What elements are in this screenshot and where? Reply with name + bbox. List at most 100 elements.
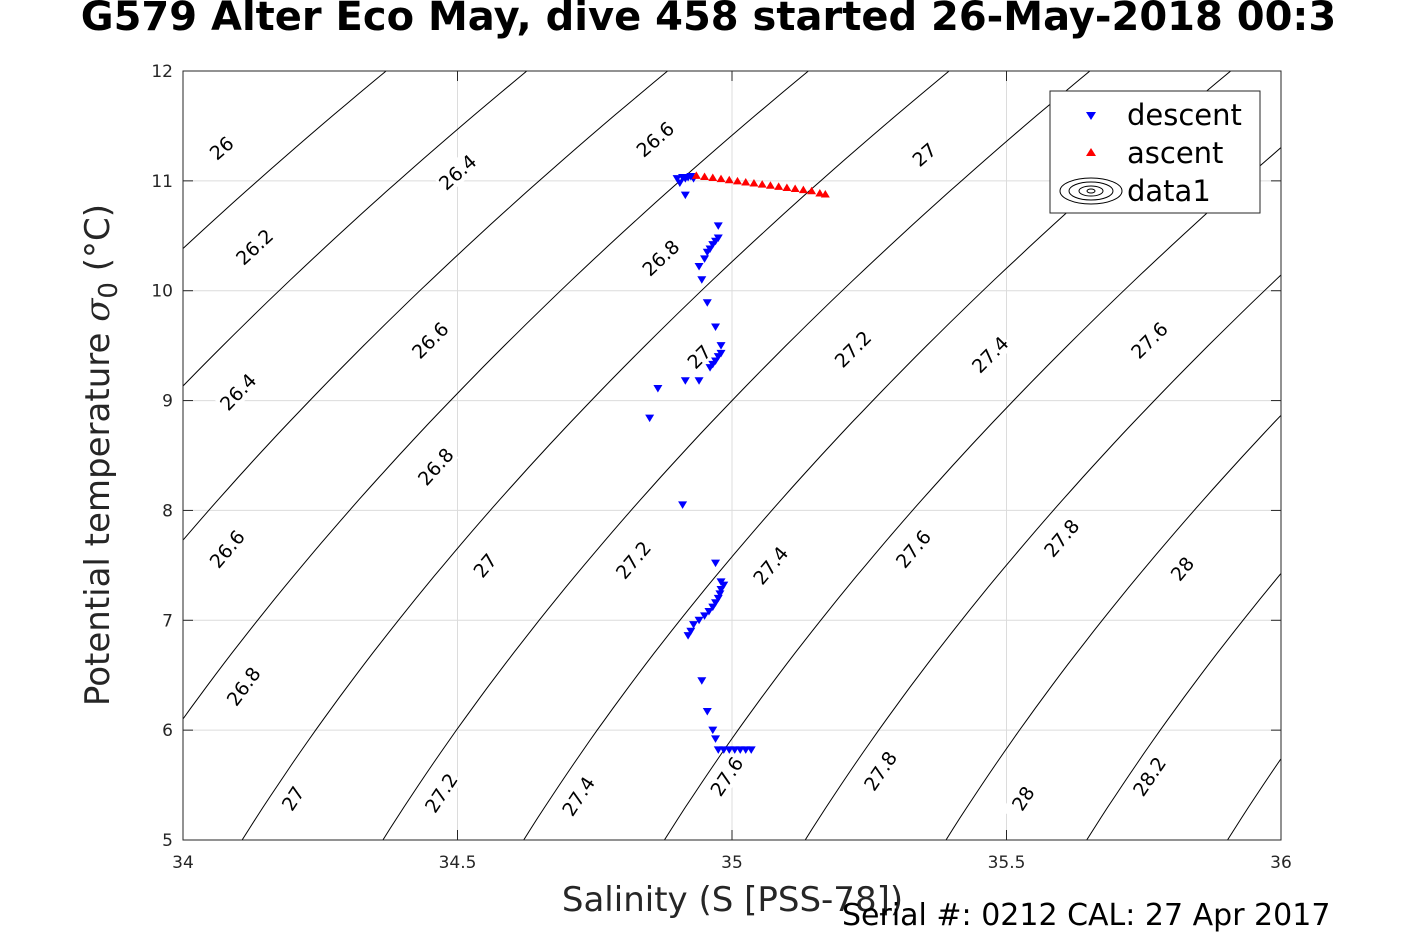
ascent-point — [741, 177, 751, 186]
descent-point — [694, 263, 704, 271]
isoline-label-background — [900, 131, 948, 178]
x-tick-label: 36 — [1270, 853, 1292, 873]
descent-point — [700, 612, 710, 620]
ascent-point — [716, 174, 726, 183]
isoline-label-background — [829, 325, 877, 373]
ascent-point — [708, 173, 718, 182]
chart-title: G579 Alter Eco May, dive 458 started 26-… — [80, 0, 1337, 40]
ascent-point — [807, 186, 817, 195]
descent-point — [678, 501, 688, 509]
descent-point — [653, 384, 663, 393]
y-tick-label: 10 — [151, 282, 173, 302]
descent-point — [708, 603, 718, 612]
descent-point — [716, 342, 726, 350]
isoline-label-background — [705, 751, 748, 801]
descent-point — [711, 599, 721, 607]
isoline-label-background — [433, 149, 482, 195]
ascent-point — [724, 175, 734, 184]
ascent-point — [691, 171, 701, 179]
ascent-point — [757, 180, 767, 188]
ascent-point — [798, 185, 808, 194]
descent-point — [686, 627, 696, 636]
x-tick-label: 35.5 — [988, 853, 1026, 873]
descent-point — [702, 707, 712, 716]
descent-point — [694, 616, 704, 625]
y-tick-label: 7 — [162, 611, 173, 631]
ascent-point — [790, 184, 800, 193]
descent-point — [697, 677, 707, 685]
legend-data1-marker — [1059, 177, 1123, 205]
x-tick-label: 34 — [172, 853, 194, 873]
isoline-label-background — [1001, 773, 1045, 823]
descent-point — [680, 377, 690, 385]
descent-point — [713, 594, 723, 603]
isoline-label-background — [462, 541, 508, 590]
isoline-label-background — [406, 316, 454, 364]
y-axis-label-symbol: σ — [78, 298, 119, 322]
isoline-label-background — [675, 333, 723, 380]
isopycnal-line — [945, 414, 1281, 840]
isopycnal-line — [183, 71, 528, 387]
legend-ascent-label: ascent — [1127, 136, 1223, 170]
isopycnal-line — [183, 71, 387, 250]
descent-point — [672, 175, 682, 183]
descent-point — [713, 353, 723, 361]
y-tick-label: 5 — [162, 831, 173, 851]
isoline-label-background — [230, 223, 278, 270]
legend-ascent-marker — [1086, 148, 1096, 156]
y-tick-label: 6 — [162, 721, 173, 741]
legend-descent-marker — [1086, 112, 1096, 120]
ascent-point — [732, 176, 742, 185]
descent-point — [680, 191, 690, 200]
isoline-label-background — [747, 541, 793, 590]
data-series — [645, 171, 830, 754]
x-tick-label: 34.5 — [439, 853, 477, 873]
ascent-point — [765, 181, 775, 189]
ascent-point — [782, 183, 792, 191]
descent-point — [683, 632, 693, 640]
isoline-label-background — [631, 116, 679, 162]
descent-point — [700, 255, 710, 263]
axis-ticks: 34 34.5 35 35.5 36 5 6 7 8 9 10 11 12 — [151, 62, 1291, 873]
y-axis-label: Potential temperature σ0 (°C) — [78, 204, 124, 706]
isopycnal-line — [241, 71, 950, 840]
isopycnal-line — [183, 71, 669, 541]
y-axis-label-text: Potential temperature — [78, 332, 119, 707]
ascent-point — [749, 179, 759, 187]
isoline-label-background — [197, 125, 246, 171]
descent-point — [675, 179, 685, 188]
descent-point — [719, 581, 729, 590]
isoline-label-background — [1127, 751, 1171, 801]
descent-point — [645, 414, 655, 423]
descent-point — [705, 364, 715, 372]
serial-cal-footer: Serial #: 0212 CAL: 27 Apr 2017 — [842, 898, 1331, 933]
y-tick-label: 11 — [151, 172, 173, 192]
descent-point — [715, 590, 725, 598]
y-tick-label: 8 — [162, 501, 173, 521]
descent-point — [708, 241, 718, 249]
y-axis-label-unit: (°C) — [78, 203, 119, 272]
isoline-label-background — [1125, 316, 1173, 364]
isoline-label-background — [204, 524, 250, 573]
isoline-label-background — [966, 331, 1014, 378]
ascent-point — [820, 190, 830, 198]
descent-point — [716, 586, 726, 594]
isoline-label-background — [214, 368, 262, 416]
legend: descent ascent data1 — [1049, 90, 1261, 214]
isoline-label-background — [1159, 544, 1205, 593]
ascent-point — [774, 182, 784, 190]
isopycnal-line — [804, 274, 1281, 840]
legend-box — [1049, 90, 1261, 214]
descent-point — [713, 222, 723, 230]
descent-point — [702, 299, 712, 307]
descent-point — [702, 248, 712, 257]
isoline-label-background — [1038, 514, 1085, 562]
isopycnal-line — [183, 71, 810, 720]
y-tick-label: 12 — [151, 62, 173, 82]
isoline-label-background — [556, 771, 600, 821]
descent-point — [694, 377, 704, 385]
descent-point — [711, 559, 721, 568]
isoline-label-background — [610, 535, 656, 584]
isoline-label-background — [890, 524, 936, 573]
